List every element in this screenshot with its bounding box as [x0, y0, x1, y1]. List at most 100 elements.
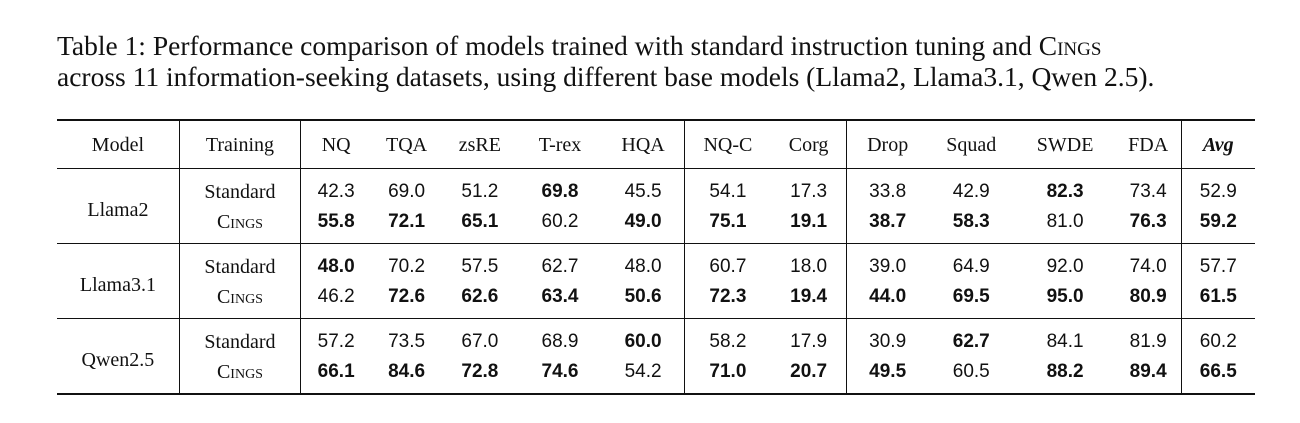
- score-cell: 69.8: [541, 181, 579, 202]
- score-cell: 42.3: [300, 168, 372, 207]
- score-cell: 92.0: [1046, 256, 1084, 277]
- score-cell: 50.6: [602, 282, 685, 319]
- score-cell: 60.2: [1180, 318, 1255, 357]
- score-cell: 80.9: [1115, 282, 1182, 319]
- column-header: TQA: [371, 119, 442, 169]
- score-cell: 84.6: [371, 357, 442, 395]
- score-cell: 30.9: [846, 318, 929, 357]
- score-cell: 49.0: [602, 207, 685, 244]
- score-cell: 66.1: [300, 357, 372, 395]
- score-cell: 84.1: [1046, 331, 1084, 352]
- column-header: FDA: [1115, 119, 1182, 169]
- training-method: Standard: [178, 243, 301, 282]
- score-cell: 19.1: [770, 207, 847, 244]
- column-header: SWDE: [1014, 119, 1116, 169]
- table-row: Cings 66.1 84.6 72.8 74.6 54.2 71.0 20.7 49.5 60.…: [57, 357, 1255, 395]
- header-row: Model Training NQ TQA zsRE T-rex HQA NQ-C Corg Dr…: [57, 119, 1255, 169]
- score-cell: 88.2: [1014, 357, 1116, 395]
- score-cell: 51.2: [461, 181, 499, 202]
- training-method-prefix: C: [216, 211, 231, 233]
- score-cell: 67.0: [461, 331, 499, 352]
- score-cell: 74.6: [517, 357, 603, 395]
- score-cell: 60.5: [928, 357, 1015, 395]
- results-table: Model Training NQ TQA zsRE T-rex HQA NQ-C Corg Dr…: [57, 119, 1255, 395]
- column-header: Model: [57, 119, 180, 169]
- caption-line-2: across 11 information-seeking datasets, …: [57, 61, 1155, 92]
- score-cell: 17.9: [790, 331, 828, 352]
- table-row: Llama3.1 Standard 48.0 70.2 57.5 62.7 48.0 60.7…: [57, 243, 1255, 319]
- score-cell: 73.4: [1129, 181, 1167, 202]
- model-name: Llama3.1: [57, 243, 180, 319]
- score-cell: 17.3: [790, 181, 828, 202]
- score-cell: 61.5: [1180, 282, 1255, 319]
- score-cell: 64.9: [952, 256, 990, 277]
- score-cell: 20.7: [770, 357, 847, 395]
- score-cell: 48.0: [624, 256, 662, 277]
- column-header: Training: [178, 119, 301, 169]
- column-header: Squad: [928, 119, 1015, 169]
- score-cell: 62.7: [541, 256, 579, 277]
- score-cell: 60.0: [624, 331, 662, 352]
- score-cell: 55.8: [300, 207, 372, 244]
- score-cell: 57.5: [461, 256, 499, 277]
- score-cell: 19.4: [770, 282, 847, 319]
- score-cell: 45.5: [624, 181, 662, 202]
- column-header: Corg: [770, 119, 847, 169]
- score-cell: 54.1: [683, 168, 771, 207]
- score-cell: 76.3: [1115, 207, 1182, 244]
- score-cell: 52.9: [1180, 168, 1255, 207]
- score-cell: 74.0: [1129, 256, 1167, 277]
- score-cell: 81.9: [1129, 331, 1167, 352]
- training-method-prefix: C: [216, 361, 231, 383]
- score-cell: 95.0: [1014, 282, 1116, 319]
- caption-line-1: Table 1: Performance comparison of model…: [57, 30, 1257, 61]
- score-cell: 68.9: [541, 331, 579, 352]
- score-cell: 81.0: [1014, 207, 1116, 244]
- score-cell: 66.5: [1180, 357, 1255, 395]
- score-cell: 62.6: [441, 282, 518, 319]
- training-method: Standard: [178, 168, 301, 207]
- table-caption: Table 1: Performance comparison of model…: [57, 30, 1257, 92]
- score-cell: 54.2: [602, 357, 685, 395]
- table-row: Qwen2.5 Standard 57.2 73.5 67.0 68.9 60.0 58.2 1…: [57, 318, 1255, 395]
- score-cell: 58.2: [683, 318, 771, 357]
- score-cell: 57.7: [1180, 243, 1255, 282]
- training-method-smallcaps: ings: [230, 211, 263, 233]
- training-method-smallcaps: ings: [230, 286, 263, 308]
- caption-cings: ings: [1057, 30, 1102, 61]
- score-cell: 62.7: [952, 331, 990, 352]
- training-method-prefix: C: [216, 286, 231, 308]
- column-header: NQ-C: [683, 119, 771, 169]
- score-cell: 75.1: [683, 207, 771, 244]
- model-name: Qwen2.5: [57, 318, 180, 395]
- caption-line-1-text: Table 1: Performance comparison of model…: [57, 30, 1058, 61]
- model-name: Llama2: [57, 168, 180, 244]
- score-cell: 38.7: [846, 207, 929, 244]
- score-cell: 69.0: [388, 181, 426, 202]
- training-method: Cings: [178, 207, 301, 244]
- score-cell: 71.0: [683, 357, 771, 395]
- score-cell: 18.0: [790, 256, 828, 277]
- table-row: Cings 46.2 72.6 62.6 63.4 50.6 72.3 19.4 44.0 69.…: [57, 282, 1255, 319]
- score-cell: 60.2: [517, 207, 603, 244]
- score-cell: 69.5: [928, 282, 1015, 319]
- score-cell: 70.2: [388, 256, 426, 277]
- score-cell: 58.3: [928, 207, 1015, 244]
- score-cell: 42.9: [952, 181, 990, 202]
- training-method-smallcaps: ings: [230, 361, 263, 383]
- score-cell: 63.4: [517, 282, 603, 319]
- training-method: Standard: [178, 318, 301, 357]
- score-cell: 72.1: [371, 207, 442, 244]
- score-cell: 65.1: [441, 207, 518, 244]
- score-cell: 72.6: [371, 282, 442, 319]
- column-header: Drop: [846, 119, 929, 169]
- score-cell: 72.8: [441, 357, 518, 395]
- score-cell: 46.2: [300, 282, 372, 319]
- score-cell: 72.3: [683, 282, 771, 319]
- score-cell: 59.2: [1180, 207, 1255, 244]
- score-cell: 60.7: [683, 243, 771, 282]
- score-cell: 73.5: [388, 331, 426, 352]
- score-cell: 89.4: [1115, 357, 1182, 395]
- column-header: T-rex: [517, 119, 603, 169]
- training-method: Cings: [178, 357, 301, 395]
